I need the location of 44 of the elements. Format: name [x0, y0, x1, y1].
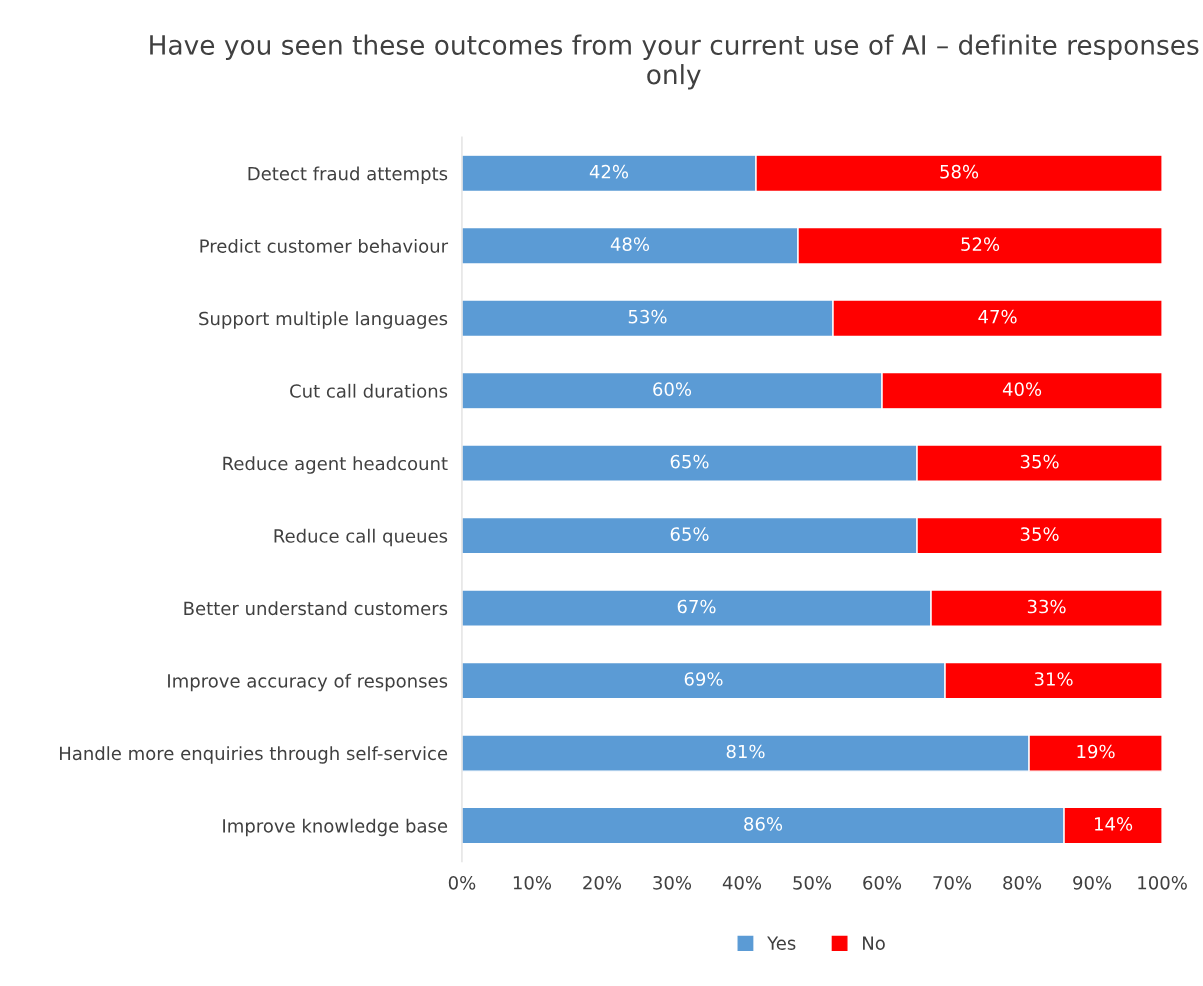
x-tick-label: 100% — [1138, 875, 1187, 890]
legend-label: No — [863, 936, 885, 950]
text: 35% — [1020, 454, 1059, 469]
text: 31% — [1034, 672, 1073, 686]
text: 58% — [940, 164, 979, 179]
y-tick-label: Support multiple languages — [199, 311, 448, 329]
y-tick-label: Improve knowledge base — [223, 818, 448, 837]
x-tick-label: 40% — [722, 875, 762, 890]
y-tick-label: Detect fraud attempts — [248, 166, 448, 184]
x-tick-label: 60% — [863, 875, 902, 890]
y-tick-label: Reduce call queues — [274, 528, 448, 547]
text: 35% — [1020, 527, 1059, 541]
x-tick-label: 0% — [448, 875, 476, 890]
text: 69% — [684, 672, 723, 686]
text: 33% — [1027, 599, 1066, 614]
y-tick-label: Cut call durations — [290, 383, 448, 398]
x-tick-label: 90% — [1073, 875, 1112, 890]
x-tick-label: 50% — [793, 875, 832, 890]
text: 14% — [1095, 817, 1133, 831]
text: 40% — [1002, 382, 1042, 396]
text: 48% — [610, 237, 650, 251]
text: 67% — [677, 599, 716, 614]
text: 86% — [744, 817, 783, 831]
x-tick-label: 30% — [653, 875, 692, 890]
text: 65% — [670, 454, 709, 469]
legend-label: Yes — [767, 936, 796, 950]
x-tick-label: 70% — [933, 875, 972, 890]
text: 53% — [628, 309, 667, 324]
x-tick-label: 20% — [583, 875, 622, 890]
text: 81% — [726, 744, 765, 759]
x-tick-label: 10% — [513, 875, 552, 890]
text: 47% — [978, 309, 1017, 324]
y-tick-label: Predict customer behaviour — [200, 238, 449, 253]
chart-title: Have you seen these outcomes from your current use of AI – definite responses only — [150, 34, 1199, 90]
text: 60% — [653, 382, 692, 396]
y-tick-label: Improve accuracy of responses — [168, 673, 448, 692]
y-tick-label: Better understand customers — [184, 601, 448, 616]
text: 52% — [961, 237, 1000, 251]
text: 19% — [1077, 744, 1115, 759]
text: 65% — [670, 527, 709, 541]
text: 42% — [589, 164, 629, 179]
y-tick-label: Reduce agent headcount — [223, 456, 448, 474]
y-tick-label: Handle more enquiries through self-service — [60, 746, 448, 764]
x-tick-label: 80% — [1003, 875, 1042, 890]
